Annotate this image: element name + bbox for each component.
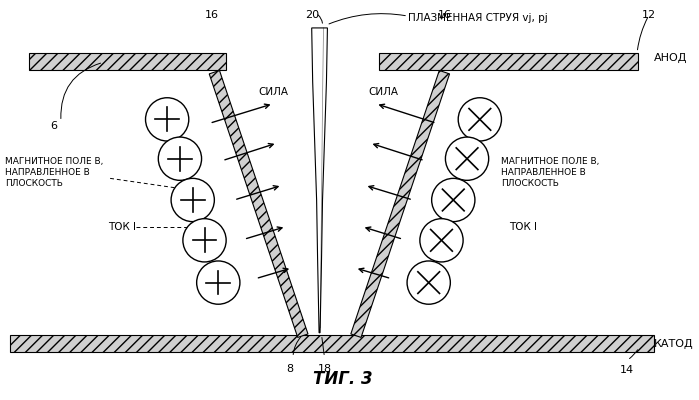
Text: 6: 6 [50, 121, 57, 131]
Circle shape [196, 261, 240, 304]
Circle shape [459, 98, 501, 141]
Text: КАТОД: КАТОД [654, 338, 693, 348]
Text: 16: 16 [438, 10, 452, 20]
Circle shape [171, 178, 215, 222]
Text: ТОК I: ТОК I [108, 222, 136, 232]
Text: 16: 16 [204, 10, 218, 20]
Circle shape [407, 261, 450, 304]
Polygon shape [209, 70, 308, 338]
Text: 18: 18 [317, 364, 331, 374]
Bar [29, 52, 226, 70]
Circle shape [158, 137, 201, 180]
Polygon shape [351, 70, 449, 338]
Polygon shape [312, 28, 327, 333]
Text: АНОД: АНОД [654, 53, 687, 64]
Text: 20: 20 [305, 10, 319, 20]
Text: МАГНИТНОЕ ПОЛЕ В,
НАПРАВЛЕННОЕ В
ПЛОСКОСТЬ: МАГНИТНОЕ ПОЛЕ В, НАПРАВЛЕННОЕ В ПЛОСКОС… [5, 157, 103, 188]
Text: 14: 14 [620, 365, 635, 375]
Text: ТОК I: ТОК I [510, 222, 538, 232]
Bar [379, 52, 638, 70]
Text: ΤИГ. 3: ΤИГ. 3 [313, 370, 373, 388]
Text: СИЛА: СИЛА [368, 87, 398, 97]
Text: 12: 12 [642, 10, 656, 20]
Circle shape [432, 178, 475, 222]
Text: ПЛАЗМЕННАЯ СТРУЯ vj, pj: ПЛАЗМЕННАЯ СТРУЯ vj, pj [408, 13, 548, 23]
Circle shape [420, 219, 463, 262]
Text: МАГНИТНОЕ ПОЛЕ В,
НАПРАВЛЕННОЕ В
ПЛОСКОСТЬ: МАГНИТНОЕ ПОЛЕ В, НАПРАВЛЕННОЕ В ПЛОСКОС… [501, 157, 600, 188]
Circle shape [145, 98, 189, 141]
Bar [10, 335, 654, 352]
Text: 8: 8 [287, 364, 294, 374]
Circle shape [183, 219, 226, 262]
Text: СИЛА: СИЛА [259, 87, 289, 97]
Circle shape [445, 137, 489, 180]
